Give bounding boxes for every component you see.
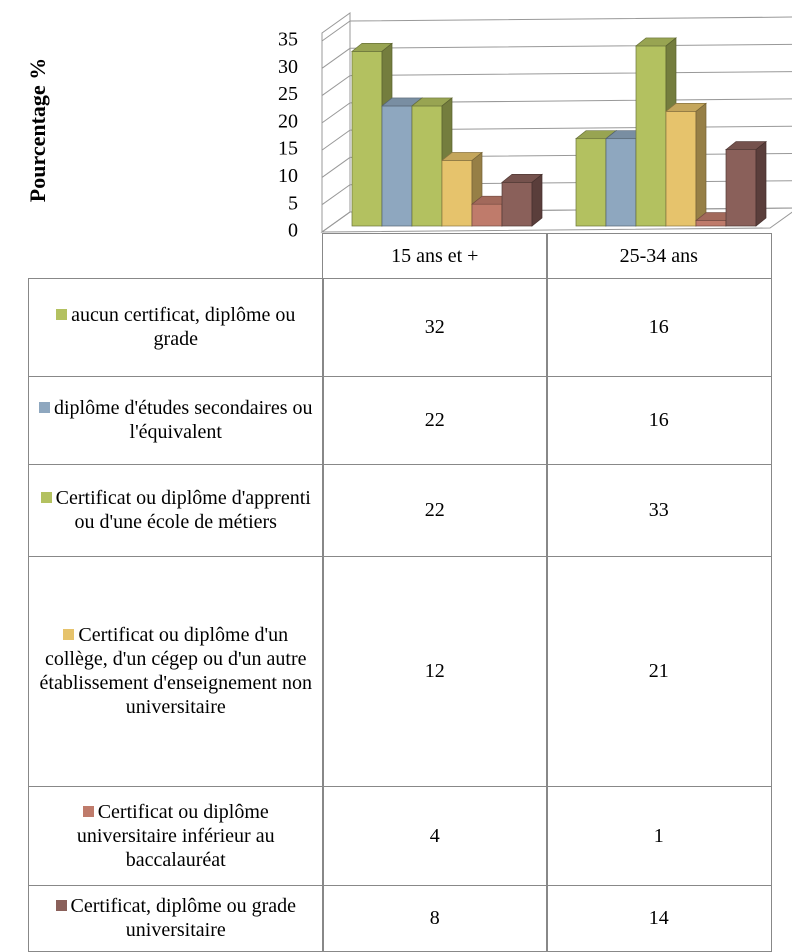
bar-front — [472, 204, 502, 226]
grid-line — [322, 17, 792, 41]
cell-text: 14 — [649, 906, 669, 930]
cell-text: 22 — [425, 498, 445, 522]
column-header: 25-34 ans — [546, 233, 772, 279]
side-wall — [322, 13, 350, 232]
bar-front — [696, 221, 726, 226]
value-cell: 33 — [546, 464, 772, 558]
bar-front — [442, 161, 472, 226]
cell-text: 1 — [654, 824, 664, 848]
bar-front — [726, 150, 756, 226]
bar — [726, 142, 766, 226]
legend-label: diplôme d'études secondaires ou l'équiva… — [54, 397, 313, 443]
value-cell: 12 — [322, 556, 548, 788]
legend-entry: Certificat ou diplôme universitaire infé… — [33, 800, 319, 872]
cell-text: 22 — [425, 408, 445, 432]
bar — [666, 103, 706, 226]
bar-front — [412, 106, 442, 226]
legend-label: Certificat ou diplôme d'apprenti ou d'un… — [56, 487, 311, 533]
legend-swatch — [39, 402, 50, 413]
legend-swatch — [41, 492, 52, 503]
y-axis-label: Pourcentage % — [25, 58, 50, 202]
bar-front — [382, 106, 412, 226]
cell-text: 16 — [649, 408, 669, 432]
y-tick-label: 30 — [278, 56, 298, 78]
bar-side — [696, 103, 706, 226]
bar-side — [756, 142, 766, 226]
legend-swatch — [56, 309, 67, 320]
bar-front — [666, 111, 696, 226]
value-cell: 8 — [322, 885, 548, 952]
legend-label: Certificat ou diplôme universitaire infé… — [77, 801, 275, 871]
grid-line — [322, 72, 792, 96]
value-cell: 1 — [546, 786, 772, 887]
legend-label: Certificat ou diplôme d'un collège, d'un… — [40, 624, 312, 718]
legend-cell: Certificat ou diplôme universitaire infé… — [28, 786, 324, 887]
legend-entry: diplôme d'études secondaires ou l'équiva… — [33, 396, 319, 444]
cell-text: 8 — [430, 906, 440, 930]
bar-side — [532, 174, 542, 226]
cell-text: 4 — [430, 824, 440, 848]
cell-text: 25-34 ans — [620, 244, 698, 268]
cell-text: 32 — [425, 315, 445, 339]
legend-cell: Certificat ou diplôme d'un collège, d'un… — [28, 556, 324, 788]
column-header: 15 ans et + — [322, 233, 548, 279]
legend-cell: Certificat ou diplôme d'apprenti ou d'un… — [28, 464, 324, 558]
value-cell: 22 — [322, 464, 548, 558]
legend-cell: aucun certificat, diplôme ou grade — [28, 278, 324, 378]
legend-entry: Certificat ou diplôme d'apprenti ou d'un… — [33, 486, 319, 534]
y-tick-label: 15 — [278, 138, 298, 160]
legend-entry: aucun certificat, diplôme ou grade — [33, 303, 319, 351]
cell-text: 15 ans et + — [391, 244, 478, 268]
legend-cell: Certificat, diplôme ou grade universitai… — [28, 885, 324, 952]
cell-text: 21 — [649, 659, 669, 683]
y-tick-label: 10 — [278, 165, 298, 187]
y-tick-label: 25 — [278, 83, 298, 105]
value-cell: 16 — [546, 376, 772, 466]
y-tick-label: 5 — [288, 192, 298, 214]
bar — [502, 174, 542, 226]
legend-entry: Certificat, diplôme ou grade universitai… — [33, 894, 319, 942]
legend-cell: diplôme d'études secondaires ou l'équiva… — [28, 376, 324, 466]
cell-text: 33 — [649, 498, 669, 522]
cell-text: 16 — [649, 315, 669, 339]
legend-label: aucun certificat, diplôme ou grade — [71, 304, 295, 350]
value-cell: 21 — [546, 556, 772, 788]
bar-front — [502, 182, 532, 226]
value-cell: 4 — [322, 786, 548, 887]
y-tick-label: 20 — [278, 110, 298, 132]
y-tick-label: 0 — [288, 220, 298, 242]
value-cell: 32 — [322, 278, 548, 378]
value-cell: 14 — [546, 885, 772, 952]
legend-entry: Certificat ou diplôme d'un collège, d'un… — [33, 623, 319, 719]
legend-label: Certificat, diplôme ou grade universitai… — [71, 895, 296, 941]
bar-front — [352, 51, 382, 226]
legend-swatch — [63, 629, 74, 640]
cell-text: 12 — [425, 659, 445, 683]
bar-front — [636, 46, 666, 226]
legend-swatch — [56, 900, 67, 911]
value-cell: 22 — [322, 376, 548, 466]
y-tick-label: 35 — [278, 29, 298, 51]
value-cell: 16 — [546, 278, 772, 378]
bar-front — [576, 139, 606, 226]
bar-front — [606, 139, 636, 226]
grid-line — [322, 44, 792, 68]
legend-swatch — [83, 806, 94, 817]
